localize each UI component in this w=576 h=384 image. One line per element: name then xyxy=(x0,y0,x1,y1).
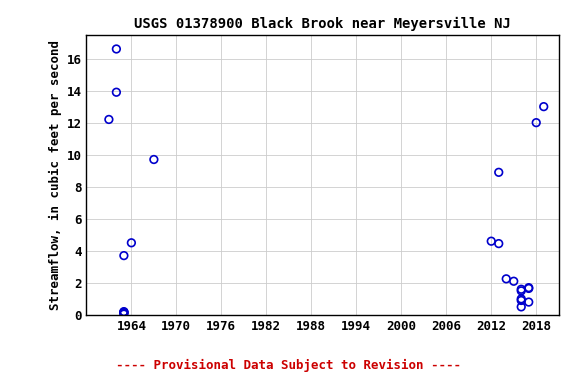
Point xyxy=(119,311,128,317)
Point xyxy=(517,304,526,310)
Point xyxy=(509,278,518,284)
Point xyxy=(149,156,158,162)
Point xyxy=(494,169,503,175)
Point xyxy=(127,240,136,246)
Point xyxy=(119,309,128,315)
Point xyxy=(524,285,533,291)
Point xyxy=(119,253,128,259)
Point xyxy=(517,297,526,303)
Point xyxy=(524,299,533,305)
Point xyxy=(112,46,121,52)
Point xyxy=(104,116,113,122)
Point xyxy=(119,310,128,316)
Point xyxy=(517,288,526,294)
Point xyxy=(487,238,496,244)
Point xyxy=(517,296,526,302)
Point xyxy=(532,119,541,126)
Title: USGS 01378900 Black Brook near Meyersville NJ: USGS 01378900 Black Brook near Meyersvil… xyxy=(134,17,511,31)
Point xyxy=(502,276,511,282)
Point xyxy=(524,285,533,291)
Point xyxy=(119,309,128,315)
Y-axis label: Streamflow, in cubic feet per second: Streamflow, in cubic feet per second xyxy=(50,40,62,310)
Point xyxy=(494,240,503,247)
Point xyxy=(517,286,526,292)
Point xyxy=(119,310,128,316)
Point xyxy=(539,104,548,110)
Text: ---- Provisional Data Subject to Revision ----: ---- Provisional Data Subject to Revisio… xyxy=(116,359,460,372)
Point xyxy=(112,89,121,95)
